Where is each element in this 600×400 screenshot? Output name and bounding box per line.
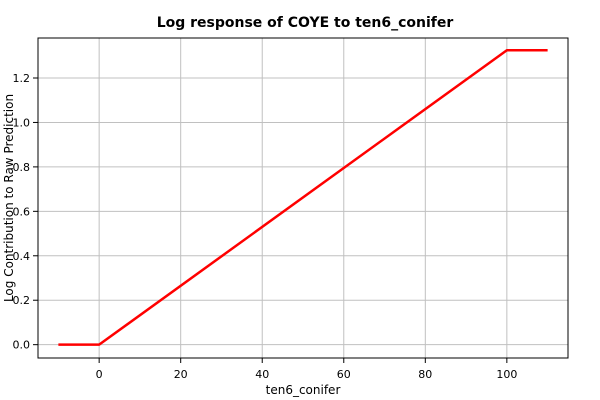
grid-lines <box>38 38 568 358</box>
x-tick-label: 0 <box>96 368 103 381</box>
x-tick-label: 20 <box>174 368 188 381</box>
x-tick-label: 60 <box>337 368 351 381</box>
chart-title: Log response of COYE to ten6_conifer <box>157 15 454 31</box>
y-tick-label: 0.2 <box>13 294 31 307</box>
series-layer <box>58 48 548 346</box>
x-tick-label: 100 <box>496 368 517 381</box>
y-tick-label: 1.2 <box>13 72 31 85</box>
x-tick-label: 80 <box>418 368 432 381</box>
x-tick-label: 40 <box>255 368 269 381</box>
y-tick-label: 0.6 <box>13 205 31 218</box>
plot-area-frame <box>37 37 569 359</box>
y-tick-label: 0.8 <box>13 161 31 174</box>
y-axis-label: Log Contribution to Raw Prediction <box>2 94 16 302</box>
axis-ticks: 0 20 40 60 80 100 0.0 0.2 0.4 0.6 0.8 1.0 1.2 <box>13 72 518 381</box>
x-axis-label: ten6_conifer <box>266 383 341 397</box>
y-tick-label: 1.0 <box>13 116 31 129</box>
y-tick-label: 0.4 <box>13 250 31 263</box>
series-line <box>58 48 548 346</box>
y-tick-label: 0.0 <box>13 339 31 352</box>
